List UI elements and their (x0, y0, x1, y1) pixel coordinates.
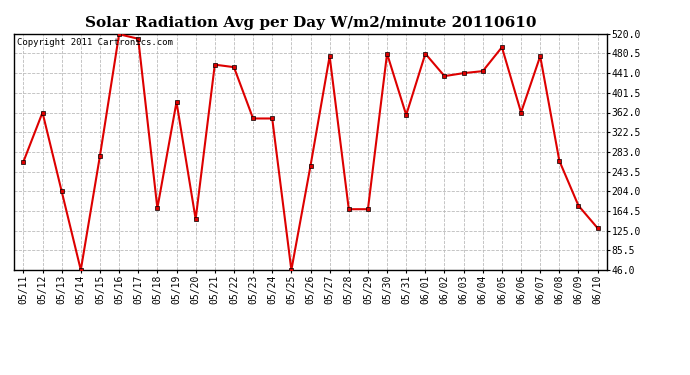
Title: Solar Radiation Avg per Day W/m2/minute 20110610: Solar Radiation Avg per Day W/m2/minute … (85, 16, 536, 30)
Text: Copyright 2011 Cartronics.com: Copyright 2011 Cartronics.com (17, 39, 172, 48)
